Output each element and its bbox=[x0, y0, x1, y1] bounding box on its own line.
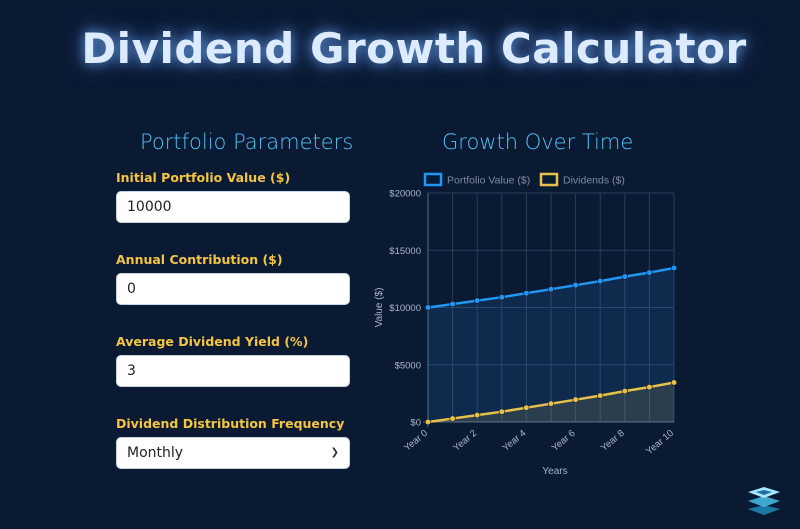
parameters-heading: Portfolio Parameters bbox=[140, 130, 354, 154]
series-area-0 bbox=[428, 267, 674, 422]
x-tick-label: Year 0 bbox=[402, 428, 430, 454]
legend-swatch bbox=[423, 172, 443, 187]
x-tick-label: Year 6 bbox=[550, 428, 578, 454]
data-point bbox=[498, 408, 505, 415]
data-point bbox=[498, 294, 505, 301]
data-point bbox=[449, 415, 456, 422]
chart-heading: Growth Over Time bbox=[442, 130, 634, 154]
legend-label: Dividends ($) bbox=[563, 175, 625, 187]
y-tick-label: $0 bbox=[410, 418, 421, 429]
data-point bbox=[474, 297, 481, 304]
data-point bbox=[523, 290, 530, 297]
data-point bbox=[547, 286, 555, 293]
data-point bbox=[572, 282, 579, 289]
data-point bbox=[424, 418, 432, 426]
data-point bbox=[621, 387, 628, 395]
x-tick-label: Year 2 bbox=[451, 428, 479, 454]
x-tick-label: Year 4 bbox=[500, 428, 528, 454]
frequency-selected-value: Monthly bbox=[127, 445, 184, 461]
data-point bbox=[621, 273, 628, 280]
data-point bbox=[597, 278, 604, 285]
initial-value-input[interactable]: 10000 bbox=[116, 191, 350, 223]
chevron-down-icon: ❯ bbox=[330, 447, 339, 458]
data-point bbox=[646, 269, 653, 276]
data-point bbox=[474, 412, 481, 419]
frequency-select[interactable]: Monthly ❯ bbox=[116, 437, 350, 469]
data-point bbox=[547, 400, 555, 407]
data-point bbox=[646, 383, 653, 391]
frequency-label: Dividend Distribution Frequency bbox=[116, 416, 345, 431]
x-axis-title: Years bbox=[542, 466, 567, 477]
legend-swatch bbox=[539, 172, 559, 187]
annual-contribution-label: Annual Contribution ($) bbox=[116, 252, 283, 267]
data-point bbox=[597, 392, 604, 399]
page-title: Dividend Growth Calculator bbox=[81, 24, 747, 73]
dividend-yield-label: Average Dividend Yield (%) bbox=[116, 334, 309, 349]
dividend-yield-input[interactable]: 3 bbox=[116, 355, 350, 387]
annual-contribution-input[interactable]: 0 bbox=[116, 273, 350, 305]
data-point bbox=[523, 404, 530, 411]
y-axis-title: Value ($) bbox=[374, 288, 385, 328]
y-tick-label: $15000 bbox=[389, 246, 421, 257]
x-tick-label: Year 10 bbox=[644, 428, 676, 457]
data-point bbox=[449, 300, 456, 308]
y-tick-label: $5000 bbox=[395, 360, 421, 371]
y-tick-label: $10000 bbox=[389, 303, 421, 314]
initial-value-label: Initial Portfolio Value ($) bbox=[116, 170, 291, 185]
y-tick-label: $20000 bbox=[389, 189, 421, 200]
stack-logo-icon bbox=[748, 487, 780, 515]
x-tick-label: Year 8 bbox=[599, 428, 627, 454]
data-point bbox=[670, 379, 678, 386]
data-point bbox=[572, 396, 579, 403]
data-point bbox=[424, 304, 432, 311]
legend-label: Portfolio Value ($) bbox=[447, 175, 530, 187]
series-area-1 bbox=[428, 382, 674, 422]
data-point bbox=[670, 264, 678, 272]
